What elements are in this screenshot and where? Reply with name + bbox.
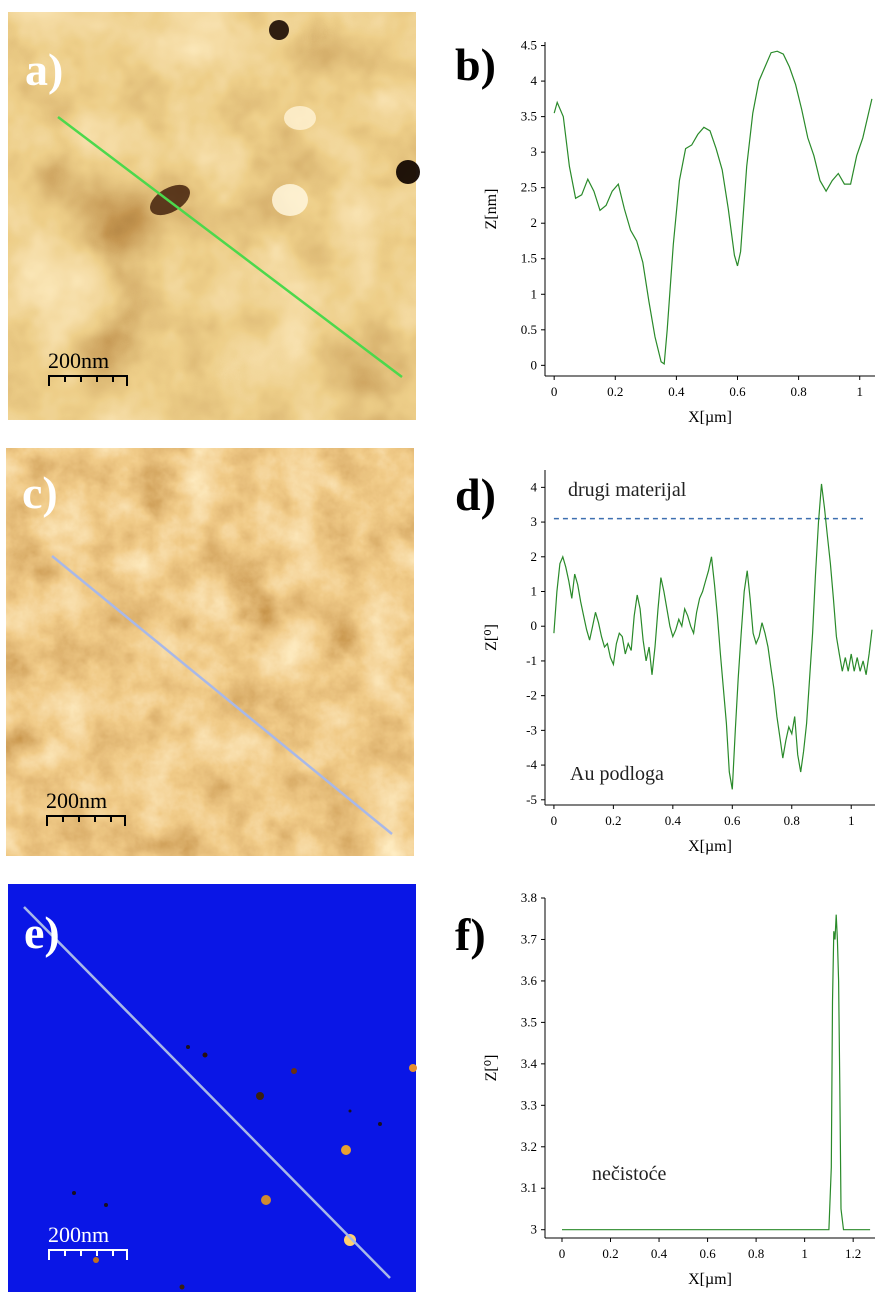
y-tick-label: 3.4 (521, 1056, 538, 1071)
x-tick-label: 0.2 (607, 384, 623, 399)
chart-annotation: Au podloga (570, 763, 664, 785)
x-tick-label: 0.4 (665, 813, 682, 828)
x-tick-label: 0.8 (748, 1246, 764, 1261)
profile-line-a (57, 116, 403, 378)
panel-letter-e: e) (24, 907, 60, 958)
y-tick-label: 3.7 (521, 931, 538, 946)
y-tick-label: 0 (531, 618, 538, 633)
x-tick-label: 0.2 (605, 813, 621, 828)
y-tick-label: 2.5 (521, 180, 537, 195)
x-tick-label: 0.8 (790, 384, 806, 399)
x-axis-title: X[µm] (688, 838, 732, 855)
chart-b: b) 0 0.5 1 1.5 2 2.5 3 3.5 4 4.5 0 0.2 0.4 0.6 0.8 1 X[µm… (455, 38, 875, 426)
y-tick-label: 2 (531, 215, 538, 230)
afm-image-e: e) 200nm (8, 884, 417, 1292)
y-tick-label: 3 (531, 514, 538, 529)
panel-letter-a: a) (25, 44, 63, 95)
x-tick-label: 0.6 (699, 1246, 716, 1261)
x-tick-label: 0 (551, 384, 558, 399)
y-tick-label: -3 (526, 722, 537, 737)
x-tick-label: 0.6 (724, 813, 741, 828)
y-tick-label: 3 (531, 144, 538, 159)
y-axis-title: Z[⁰] (483, 1055, 500, 1082)
y-tick-label: 3.8 (521, 890, 537, 905)
scalebar-a (48, 375, 128, 386)
x-tick-label: 1 (848, 813, 855, 828)
y-tick-label: 4 (531, 479, 538, 494)
y-tick-label: -4 (526, 757, 537, 772)
panel-letter-b: b) (455, 39, 496, 90)
panel-letter-f: f) (455, 909, 486, 960)
scalebar-label-c: 200nm (46, 788, 107, 813)
y-tick-label: 2 (531, 549, 538, 564)
chart-annotation: nečistoće (592, 1163, 667, 1185)
chart-f: f) 3 3.1 3.2 3.3 3.4 3.5 3.6 3.7 3.8 0 0.2 0.4 0.6 0.8… (455, 890, 875, 1288)
x-tick-label: 0.6 (729, 384, 746, 399)
x-tick-label: 0.8 (784, 813, 800, 828)
y-tick-label: 3 (531, 1222, 538, 1237)
y-tick-label: 4.5 (521, 38, 537, 53)
x-axis-title: X[µm] (688, 1271, 732, 1288)
y-tick-label: -5 (526, 792, 537, 807)
x-tick-label: 1.2 (845, 1246, 861, 1261)
afm-image-c: c) 200nm (6, 448, 414, 856)
y-tick-label: 1.5 (521, 251, 537, 266)
y-tick-label: -1 (526, 653, 537, 668)
impurity-spots (72, 1045, 417, 1290)
scalebar-label-e: 200nm (48, 1222, 109, 1247)
chart-annotation: drugi materijal (568, 479, 687, 501)
panel-letter-c: c) (22, 467, 58, 518)
y-axis-title: Z[⁰] (483, 624, 500, 651)
y-tick-label: 3.5 (521, 109, 537, 124)
x-tick-label: 0 (551, 813, 558, 828)
y-tick-label: -2 (526, 688, 537, 703)
scalebar-c (46, 815, 126, 826)
y-axis-title: Z[nm] (483, 189, 500, 230)
y-tick-label: 3.6 (521, 973, 538, 988)
y-tick-label: 0 (531, 357, 538, 372)
scalebar-e (48, 1249, 128, 1260)
profile-line-c (51, 555, 393, 835)
y-tick-label: 0.5 (521, 322, 537, 337)
y-tick-label: 3.2 (521, 1139, 537, 1154)
profile-line-e (23, 906, 391, 1279)
series-line (553, 483, 873, 790)
y-tick-label: 3.5 (521, 1014, 537, 1029)
y-tick-label: 3.1 (521, 1180, 537, 1195)
scalebar-label-a: 200nm (48, 348, 109, 373)
x-tick-label: 0.4 (651, 1246, 668, 1261)
x-tick-label: 0.2 (602, 1246, 618, 1261)
x-axis-title: X[µm] (688, 409, 732, 426)
panel-letter-d: d) (455, 469, 496, 520)
x-tick-label: 0.4 (668, 384, 685, 399)
x-tick-label: 1 (801, 1246, 808, 1261)
x-tick-label: 0 (559, 1246, 566, 1261)
y-tick-label: 4 (531, 73, 538, 88)
y-tick-label: 1 (531, 584, 538, 599)
chart-d: d) -5 -4 -3 -2 -1 0 1 2 3 4 0 0.2 0.4 0.6 0.8 1 X[µm] Z[⁰]… (455, 469, 875, 855)
series-line (553, 50, 873, 365)
y-tick-label: 1 (531, 286, 538, 301)
x-tick-label: 1 (856, 384, 863, 399)
afm-image-a: a) 200nm (8, 12, 420, 420)
series-line (562, 914, 871, 1231)
y-tick-label: 3.3 (521, 1097, 537, 1112)
